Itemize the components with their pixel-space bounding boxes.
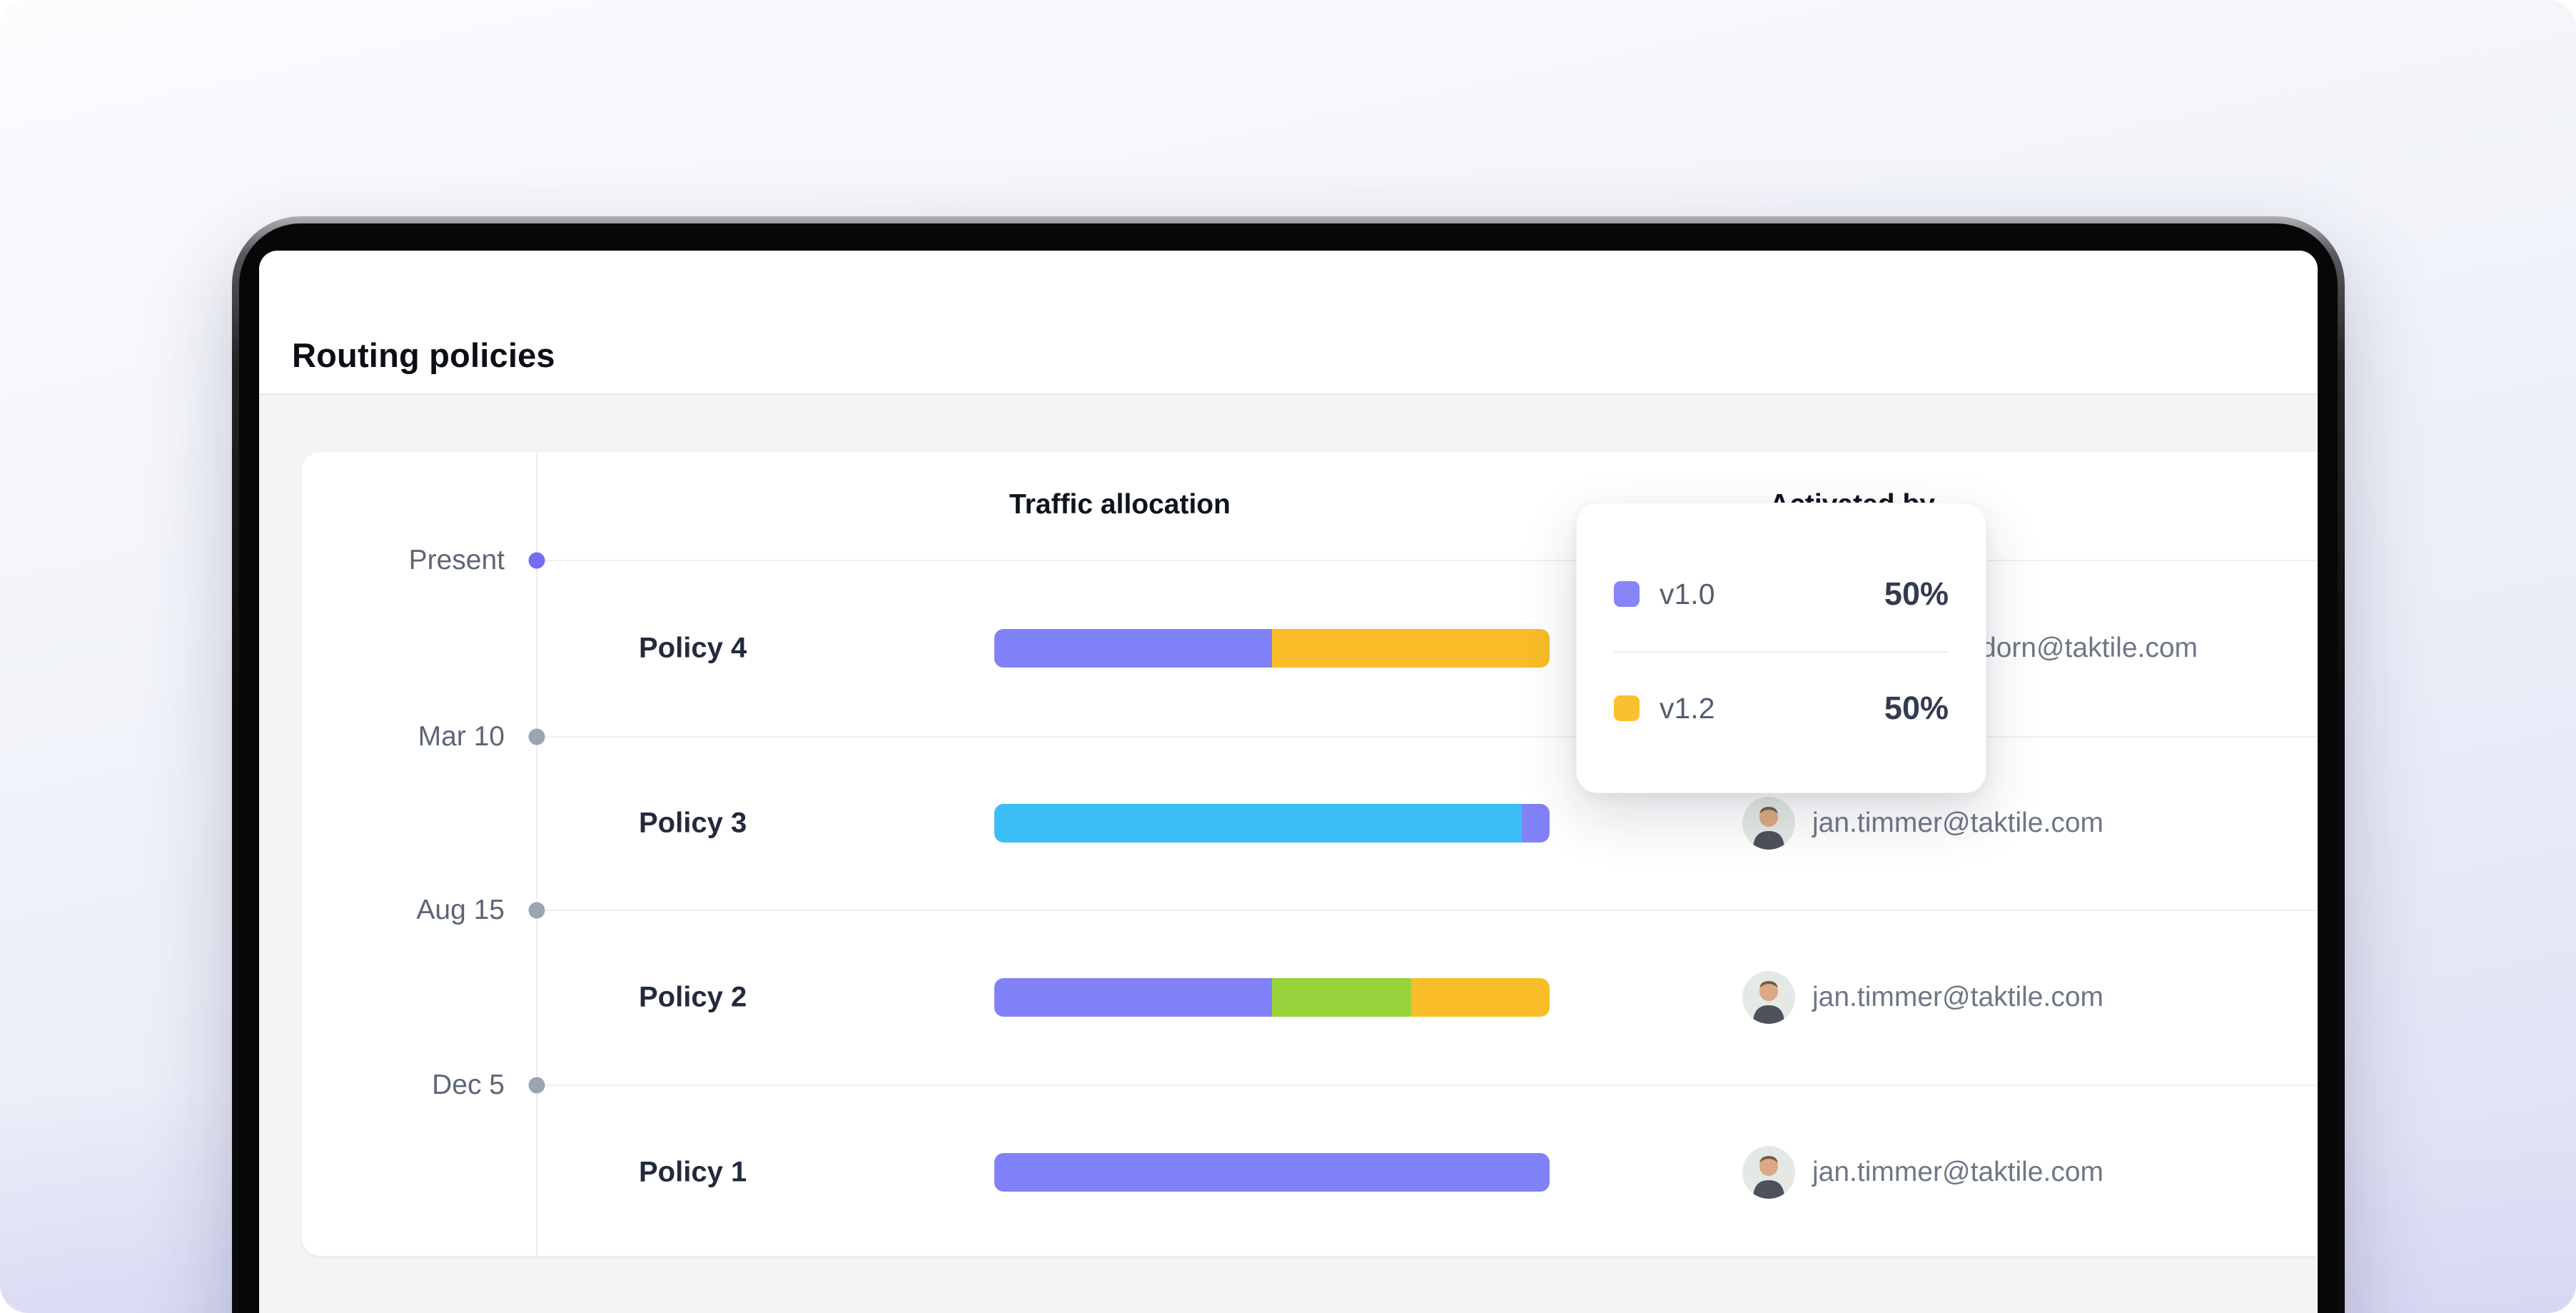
timeline-label: Aug 15 bbox=[416, 895, 505, 925]
avatar bbox=[1742, 1146, 1795, 1199]
tooltip-row: v1.0 50% bbox=[1614, 573, 1949, 615]
timeline-label: Mar 10 bbox=[418, 721, 505, 752]
laptop-bezel: Routing policies Traffic allocation Acti… bbox=[239, 223, 2338, 1313]
avatar bbox=[1742, 796, 1795, 850]
timeline-dot bbox=[528, 1077, 545, 1094]
bar-segment bbox=[1272, 977, 1411, 1017]
app-window: Routing policies Traffic allocation Acti… bbox=[259, 251, 2318, 1313]
app-header: Routing policies bbox=[259, 251, 2318, 393]
tooltip-divider bbox=[1614, 651, 1949, 653]
row-separator bbox=[536, 560, 2318, 561]
timeline-dot bbox=[528, 728, 545, 745]
tooltip-percentage-value: 50% bbox=[1884, 690, 1949, 726]
policy-label: Policy 3 bbox=[639, 807, 747, 838]
bar-segment bbox=[994, 977, 1272, 1017]
timeline-label: Dec 5 bbox=[432, 1070, 505, 1100]
row-separator bbox=[536, 736, 2318, 738]
row-separator bbox=[536, 1085, 2318, 1086]
timeline-dot-active bbox=[528, 552, 545, 569]
bar-segment-v1.2 bbox=[1272, 628, 1550, 668]
policy-label: Policy 2 bbox=[639, 981, 747, 1012]
timeline-label: Present bbox=[408, 545, 505, 575]
bar-segment bbox=[994, 1153, 1550, 1192]
tooltip-row: v1.2 50% bbox=[1614, 687, 1949, 730]
policy-label: Policy 1 bbox=[639, 1156, 747, 1188]
email-text: jan.timmer@taktile.com bbox=[1812, 981, 2104, 1012]
avatar bbox=[1742, 970, 1795, 1024]
allocation-tooltip: v1.0 50% v1.2 50% bbox=[1576, 503, 1986, 793]
bar-segment bbox=[1410, 977, 1550, 1017]
header-divider bbox=[259, 393, 2318, 395]
version-swatch-icon bbox=[1614, 581, 1640, 607]
tooltip-percentage-value: 50% bbox=[1884, 575, 1949, 612]
allocation-bar[interactable] bbox=[994, 803, 1550, 842]
bar-segment-v1.0 bbox=[994, 628, 1272, 668]
policy-label: Policy 4 bbox=[639, 632, 747, 663]
allocation-bar[interactable] bbox=[994, 628, 1550, 668]
timeline-axis bbox=[536, 452, 537, 1256]
tooltip-version-label: v1.0 bbox=[1660, 577, 1715, 610]
email-text: dorn@taktile.com bbox=[1981, 632, 2198, 663]
email-text: jan.timmer@taktile.com bbox=[1812, 1157, 2104, 1187]
routing-policies-card: Traffic allocation Activated by PresentM… bbox=[302, 452, 2318, 1256]
column-header-traffic-allocation: Traffic allocation bbox=[1009, 489, 1231, 520]
tooltip-version-label: v1.2 bbox=[1660, 691, 1715, 725]
bar-segment bbox=[994, 803, 1522, 842]
allocation-bar[interactable] bbox=[994, 1153, 1550, 1192]
content-area: Traffic allocation Activated by PresentM… bbox=[259, 395, 2318, 1313]
allocation-bar[interactable] bbox=[994, 977, 1550, 1017]
row-separator bbox=[536, 910, 2318, 911]
timeline-dot bbox=[528, 902, 545, 919]
bar-segment bbox=[1522, 803, 1550, 842]
page-title: Routing policies bbox=[292, 336, 555, 374]
version-swatch-icon bbox=[1614, 695, 1640, 721]
email-text: jan.timmer@taktile.com bbox=[1812, 807, 2104, 838]
laptop-frame: Routing policies Traffic allocation Acti… bbox=[232, 216, 2345, 1313]
